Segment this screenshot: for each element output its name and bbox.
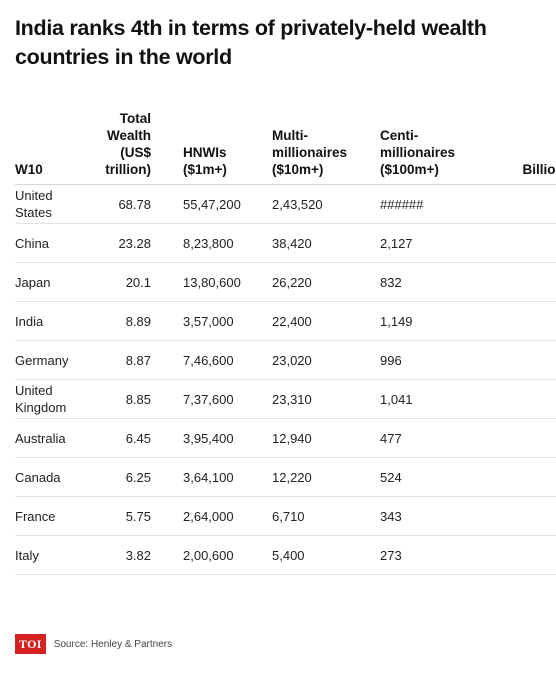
- table-row: Japan 20.1 13,80,600 26,220 832: [15, 262, 556, 302]
- value-cell: 12,940: [254, 418, 362, 458]
- value-cell: 22,400: [254, 301, 362, 341]
- table-row: France 5.75 2,64,000 6,710 343: [15, 496, 556, 536]
- value-cell: [470, 262, 556, 302]
- value-cell: 55,47,200: [165, 184, 254, 224]
- value-cell: 5,400: [254, 535, 362, 575]
- chart-title: India ranks 4th in terms of privately-he…: [15, 16, 487, 69]
- value-cell: 3,95,400: [165, 418, 254, 458]
- value-cell: [470, 457, 556, 497]
- value-cell: [470, 496, 556, 536]
- value-cell: 1,041: [362, 379, 470, 419]
- value-cell: 3,64,100: [165, 457, 254, 497]
- table-row: Canada 6.25 3,64,100 12,220 524: [15, 457, 556, 497]
- table-row: United Kingdom 8.85 7,37,600 23,310 1,041: [15, 379, 556, 419]
- value-cell: 38,420: [254, 223, 362, 263]
- value-cell: 6,710: [254, 496, 362, 536]
- value-cell: 5.75: [83, 496, 165, 536]
- value-cell: 20.1: [83, 262, 165, 302]
- value-cell: ######: [362, 184, 470, 224]
- value-cell: 6.45: [83, 418, 165, 458]
- value-cell: [470, 340, 556, 380]
- wealth-table: W10 Total Wealth (US$ trillion) HNWIs ($1m…: [15, 98, 556, 575]
- value-cell: 477: [362, 418, 470, 458]
- country-cell: Japan: [15, 262, 83, 302]
- value-cell: 68.78: [83, 184, 165, 224]
- value-cell: 8: [470, 184, 556, 224]
- value-cell: 832: [362, 262, 470, 302]
- country-cell: India: [15, 301, 83, 341]
- country-cell: Italy: [15, 535, 83, 575]
- column-header: Total Wealth (US$ trillion): [83, 98, 165, 185]
- country-cell: Australia: [15, 418, 83, 458]
- wealth-table-container: W10 Total Wealth (US$ trillion) HNWIs ($1m…: [15, 98, 556, 575]
- country-cell: Germany: [15, 340, 83, 380]
- value-cell: 2,00,600: [165, 535, 254, 575]
- table-row: United States 68.78 55,47,200 2,43,520 #####…: [15, 184, 556, 224]
- value-cell: 3.82: [83, 535, 165, 575]
- value-cell: 2,127: [362, 223, 470, 263]
- column-header: Centi-millionaires ($100m+): [362, 98, 470, 185]
- table-body: United States 68.78 55,47,200 2,43,520 #####…: [15, 184, 556, 575]
- table-row: Germany 8.87 7,46,600 23,020 996: [15, 340, 556, 380]
- value-cell: 13,80,600: [165, 262, 254, 302]
- value-cell: 8,23,800: [165, 223, 254, 263]
- value-cell: 2,43,520: [254, 184, 362, 224]
- column-header: HNWIs ($1m+): [165, 98, 254, 185]
- value-cell: 343: [362, 496, 470, 536]
- value-cell: [470, 418, 556, 458]
- value-cell: 23.28: [83, 223, 165, 263]
- value-cell: 8.87: [83, 340, 165, 380]
- value-cell: 996: [362, 340, 470, 380]
- value-cell: [470, 535, 556, 575]
- column-header: W10: [15, 98, 83, 185]
- value-cell: 1: [470, 301, 556, 341]
- value-cell: 12,220: [254, 457, 362, 497]
- value-cell: 8.85: [83, 379, 165, 419]
- table-header-row: W10 Total Wealth (US$ trillion) HNWIs ($1m…: [15, 98, 556, 185]
- value-cell: 1,149: [362, 301, 470, 341]
- table-row: Australia 6.45 3,95,400 12,940 477: [15, 418, 556, 458]
- value-cell: 3,57,000: [165, 301, 254, 341]
- value-cell: 23,020: [254, 340, 362, 380]
- value-cell: 8.89: [83, 301, 165, 341]
- footer: TOI Source: Henley & Partners: [15, 633, 172, 655]
- toi-logo: TOI: [15, 634, 46, 654]
- value-cell: 26,220: [254, 262, 362, 302]
- column-header: Multi-millionaires ($10m+): [254, 98, 362, 185]
- value-cell: 23,310: [254, 379, 362, 419]
- value-cell: 2,64,000: [165, 496, 254, 536]
- country-cell: United States: [15, 184, 83, 224]
- country-cell: Canada: [15, 457, 83, 497]
- source-note: Source: Henley & Partners: [53, 638, 173, 650]
- value-cell: [470, 379, 556, 419]
- value-cell: 273: [362, 535, 470, 575]
- value-cell: 2: [470, 223, 556, 263]
- value-cell: 524: [362, 457, 470, 497]
- column-header: Billionaires ($1bn: [470, 98, 556, 185]
- country-cell: France: [15, 496, 83, 536]
- country-cell: China: [15, 223, 83, 263]
- value-cell: 7,37,600: [165, 379, 254, 419]
- country-cell: United Kingdom: [15, 379, 83, 419]
- table-row: Italy 3.82 2,00,600 5,400 273: [15, 535, 556, 575]
- value-cell: 7,46,600: [165, 340, 254, 380]
- value-cell: 6.25: [83, 457, 165, 497]
